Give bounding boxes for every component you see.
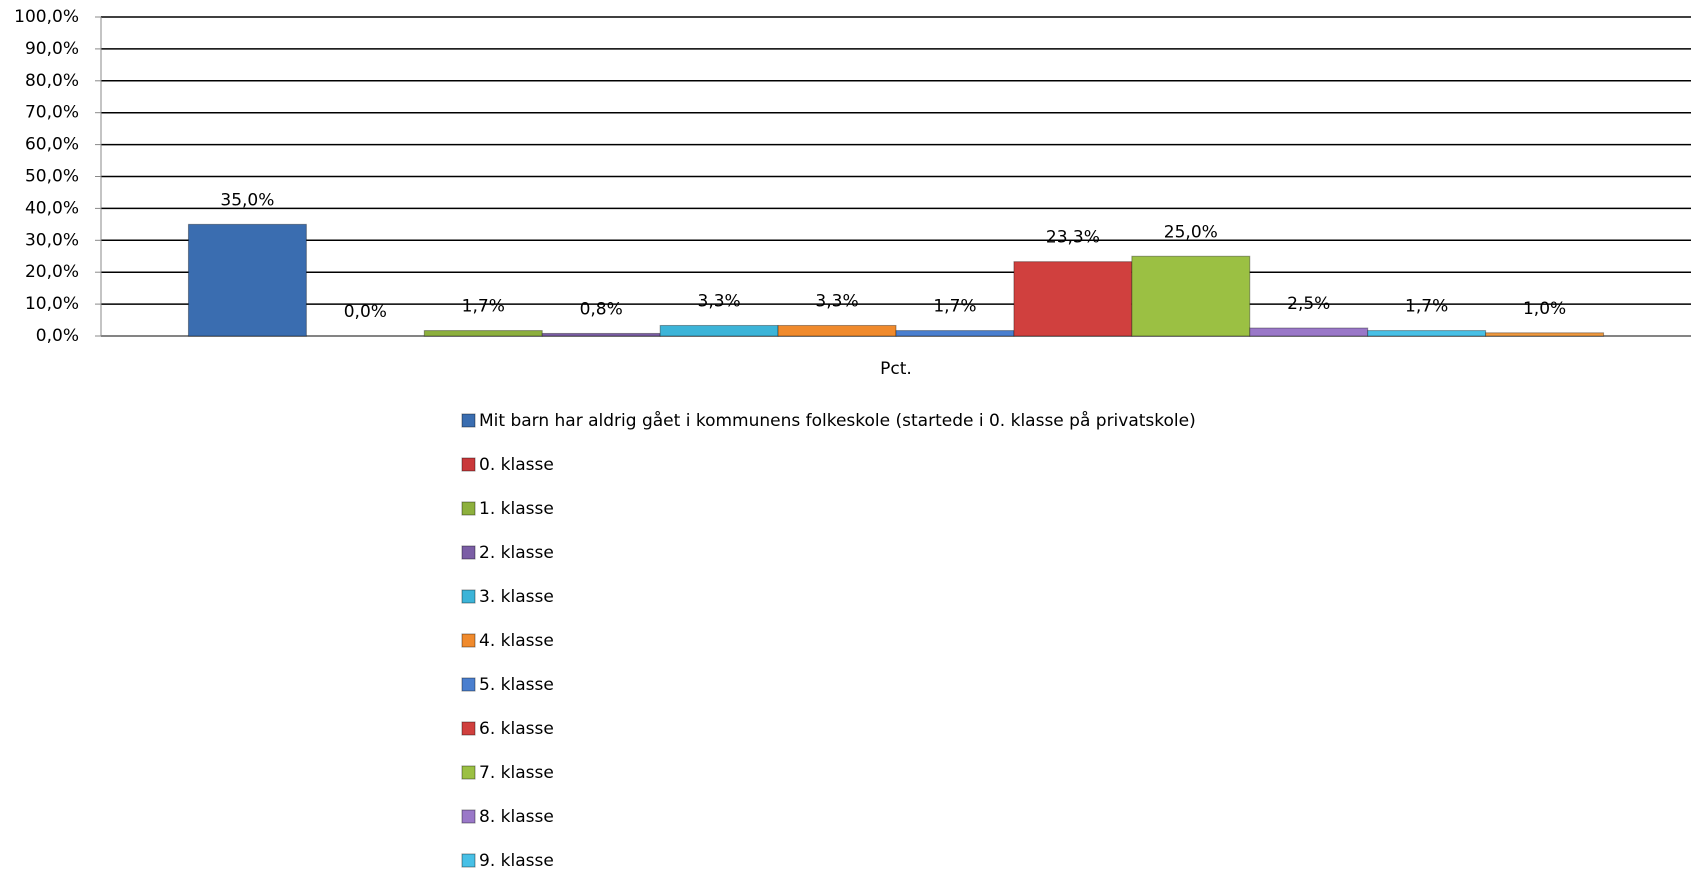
legend-swatch (461, 721, 476, 736)
legend-label: 9. klasse (479, 851, 554, 871)
legend-swatch (461, 765, 476, 780)
bar (1013, 261, 1133, 337)
data-label: 35,0% (220, 190, 274, 210)
data-label: 1,7% (462, 297, 505, 317)
y-tick-label: 100,0% (14, 7, 79, 27)
legend-label: 6. klasse (479, 719, 554, 739)
legend-swatch (461, 677, 476, 692)
data-label: 0,8% (580, 299, 623, 319)
bar (187, 223, 307, 337)
y-tick-label: 0,0% (36, 326, 79, 346)
data-label: 2,5% (1287, 294, 1330, 314)
x-tick-label: Pct. (880, 359, 912, 379)
bar (1249, 327, 1369, 337)
bar (1367, 330, 1487, 337)
y-tick-label: 70,0% (25, 103, 79, 123)
bar (541, 332, 661, 337)
legend-label: 5. klasse (479, 675, 554, 695)
legend-label: 0. klasse (479, 455, 554, 475)
y-tick-label: 40,0% (25, 198, 79, 218)
bar (895, 330, 1015, 337)
legend-swatch (461, 589, 476, 604)
legend-label: 2. klasse (479, 543, 554, 563)
legend-label: 8. klasse (479, 807, 554, 827)
y-tick-label: 20,0% (25, 262, 79, 282)
y-tick-label: 50,0% (25, 167, 79, 187)
legend-swatch (461, 809, 476, 824)
bar (1485, 332, 1605, 337)
legend-label: 7. klasse (479, 763, 554, 783)
data-label: 25,0% (1164, 222, 1218, 242)
data-label: 1,0% (1523, 299, 1566, 319)
legend-swatch (461, 501, 476, 516)
legend-swatch (461, 853, 476, 868)
y-tick-label: 90,0% (25, 39, 79, 59)
y-tick-label: 80,0% (25, 71, 79, 91)
legend-swatch (461, 413, 476, 428)
bar (423, 330, 543, 337)
legend-swatch (461, 633, 476, 648)
y-tick-label: 60,0% (25, 135, 79, 155)
data-label: 3,3% (815, 291, 858, 311)
data-label: 1,7% (933, 297, 976, 317)
data-label: 0,0% (344, 302, 387, 322)
legend-label: 3. klasse (479, 587, 554, 607)
data-label: 1,7% (1405, 297, 1448, 317)
legend-label: Mit barn har aldrig gået i kommunens fol… (479, 410, 1196, 431)
bar (1131, 255, 1251, 337)
y-tick-label: 30,0% (25, 230, 79, 250)
y-tick-label: 10,0% (25, 294, 79, 314)
data-label: 23,3% (1046, 228, 1100, 248)
data-label: 3,3% (698, 291, 741, 311)
legend-label: 4. klasse (479, 631, 554, 651)
legend-swatch (461, 545, 476, 560)
bar (777, 324, 897, 337)
legend-swatch (461, 457, 476, 472)
bar (659, 324, 779, 337)
legend-label: 1. klasse (479, 499, 554, 519)
